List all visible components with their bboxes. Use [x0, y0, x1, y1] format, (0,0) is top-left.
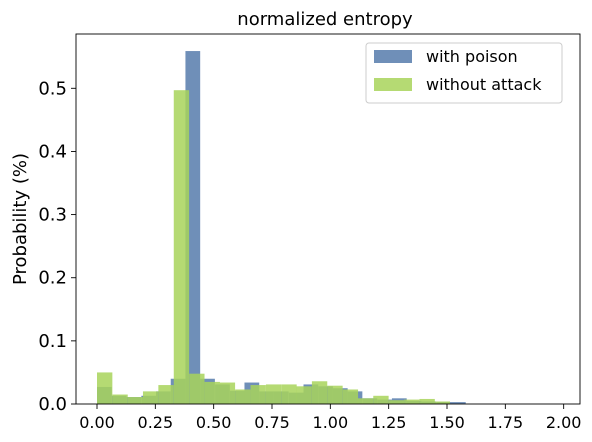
legend-swatch-with-poison — [374, 50, 412, 63]
bar-without-attack-15 — [327, 385, 343, 404]
legend-label-without-attack: without attack — [426, 75, 542, 94]
x-tick-label: 0.00 — [79, 413, 115, 432]
x-tick-label: 1.00 — [313, 413, 349, 432]
bar-without-attack-21 — [419, 398, 435, 404]
bar-without-attack-7 — [204, 381, 220, 404]
y-tick-label: 0.2 — [38, 268, 67, 289]
y-tick-label: 0.5 — [38, 78, 67, 99]
y-axis-label: Probability (%) — [10, 153, 31, 285]
x-tick-label: 2.00 — [546, 413, 582, 432]
legend-box — [365, 42, 563, 104]
bar-with-poison-24 — [450, 402, 466, 404]
bar-without-attack-9 — [235, 389, 251, 404]
bars-layer — [97, 51, 466, 404]
x-tick-label: 0.25 — [138, 413, 174, 432]
bar-without-attack-20 — [404, 399, 420, 404]
x-tick-label: 0.50 — [196, 413, 232, 432]
bar-without-attack-16 — [342, 389, 359, 404]
chart-title: normalized entropy — [237, 9, 413, 30]
bar-without-attack-6 — [189, 373, 205, 404]
bar-without-attack-17 — [357, 398, 374, 404]
x-tick-label: 1.50 — [429, 413, 465, 432]
x-tick-label: 0.75 — [254, 413, 290, 432]
bar-without-attack-12 — [281, 384, 297, 404]
legend-label-with-poison: with poison — [426, 47, 518, 66]
bar-without-attack-13 — [296, 386, 312, 404]
bar-without-attack-2 — [127, 397, 144, 404]
plot-frame — [75, 33, 581, 405]
x-tick-label: 1.25 — [371, 413, 407, 432]
bar-without-attack-4 — [158, 385, 174, 404]
bar-without-attack-14 — [311, 381, 328, 404]
bar-without-attack-8 — [219, 382, 236, 404]
y-axis-ticks: 0.0 0.1 0.2 0.3 0.4 0.5 — [38, 78, 76, 415]
legend: with poison without attack — [365, 42, 563, 104]
y-tick-label: 0.1 — [38, 331, 67, 352]
legend-swatch-without-attack — [374, 78, 412, 91]
y-tick-label: 0.4 — [38, 141, 67, 162]
bar-without-attack-11 — [265, 384, 282, 404]
bar-without-attack-19 — [388, 400, 405, 404]
bar-without-attack-5 — [173, 90, 190, 404]
y-tick-label: 0.0 — [38, 394, 67, 415]
bar-without-attack-18 — [373, 395, 389, 404]
x-axis-ticks: 0.00 0.25 0.50 0.75 1.00 1.25 1.50 1.75 2.00 — [79, 404, 581, 432]
bar-without-attack-0 — [97, 372, 113, 404]
bar-without-attack-10 — [250, 385, 266, 404]
y-tick-label: 0.3 — [38, 205, 67, 226]
x-tick-label: 1.75 — [488, 413, 524, 432]
bar-without-attack-22 — [434, 401, 450, 404]
bar-without-attack-1 — [112, 394, 128, 404]
bar-without-attack-3 — [142, 391, 159, 404]
